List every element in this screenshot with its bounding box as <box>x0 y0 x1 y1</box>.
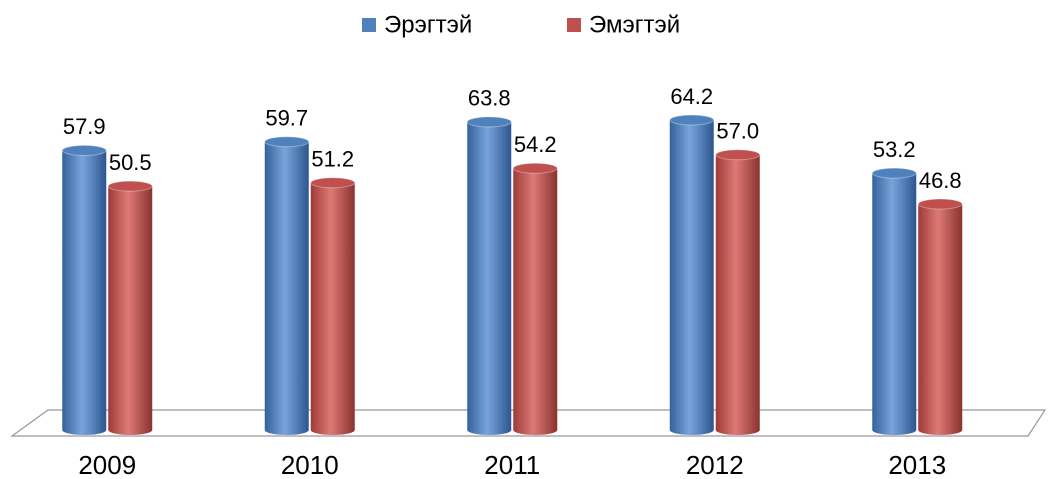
x-tick-label: 2009 <box>78 450 136 479</box>
x-tick-label: 2012 <box>686 450 744 479</box>
value-label: 46.8 <box>919 168 962 193</box>
bar-top <box>310 177 356 189</box>
bar-top <box>917 198 963 210</box>
legend-label: Эрэгтэй <box>384 11 472 38</box>
bar <box>108 186 153 435</box>
value-label: 57.9 <box>63 114 106 139</box>
value-label: 57.0 <box>716 119 759 144</box>
bar <box>264 141 309 435</box>
bar-top <box>466 116 512 128</box>
bar-top <box>264 136 310 148</box>
legend-swatch <box>362 18 376 32</box>
x-tick-label: 2011 <box>484 450 540 479</box>
value-label: 51.2 <box>311 147 354 172</box>
value-label: 59.7 <box>265 106 308 131</box>
bar-top <box>61 144 107 156</box>
legend-swatch <box>567 18 581 32</box>
bar <box>62 150 107 435</box>
bar <box>467 121 512 436</box>
bar-top <box>871 167 917 179</box>
value-label: 53.2 <box>873 137 916 162</box>
bar <box>918 204 963 435</box>
bar-top <box>715 149 761 161</box>
bar <box>669 120 714 435</box>
legend-label: Эмэгтэй <box>589 11 680 38</box>
x-tick-label: 2013 <box>888 450 946 479</box>
bar-top <box>669 114 715 126</box>
bar <box>872 173 917 435</box>
bar-top <box>512 162 558 174</box>
bar <box>513 168 558 435</box>
bar <box>310 182 355 435</box>
value-label: 64.2 <box>670 84 713 109</box>
bar-top <box>107 180 153 192</box>
x-tick-label: 2010 <box>281 450 339 479</box>
value-label: 63.8 <box>468 86 511 111</box>
bar <box>715 154 760 435</box>
value-label: 54.2 <box>514 132 557 157</box>
value-label: 50.5 <box>109 150 152 175</box>
